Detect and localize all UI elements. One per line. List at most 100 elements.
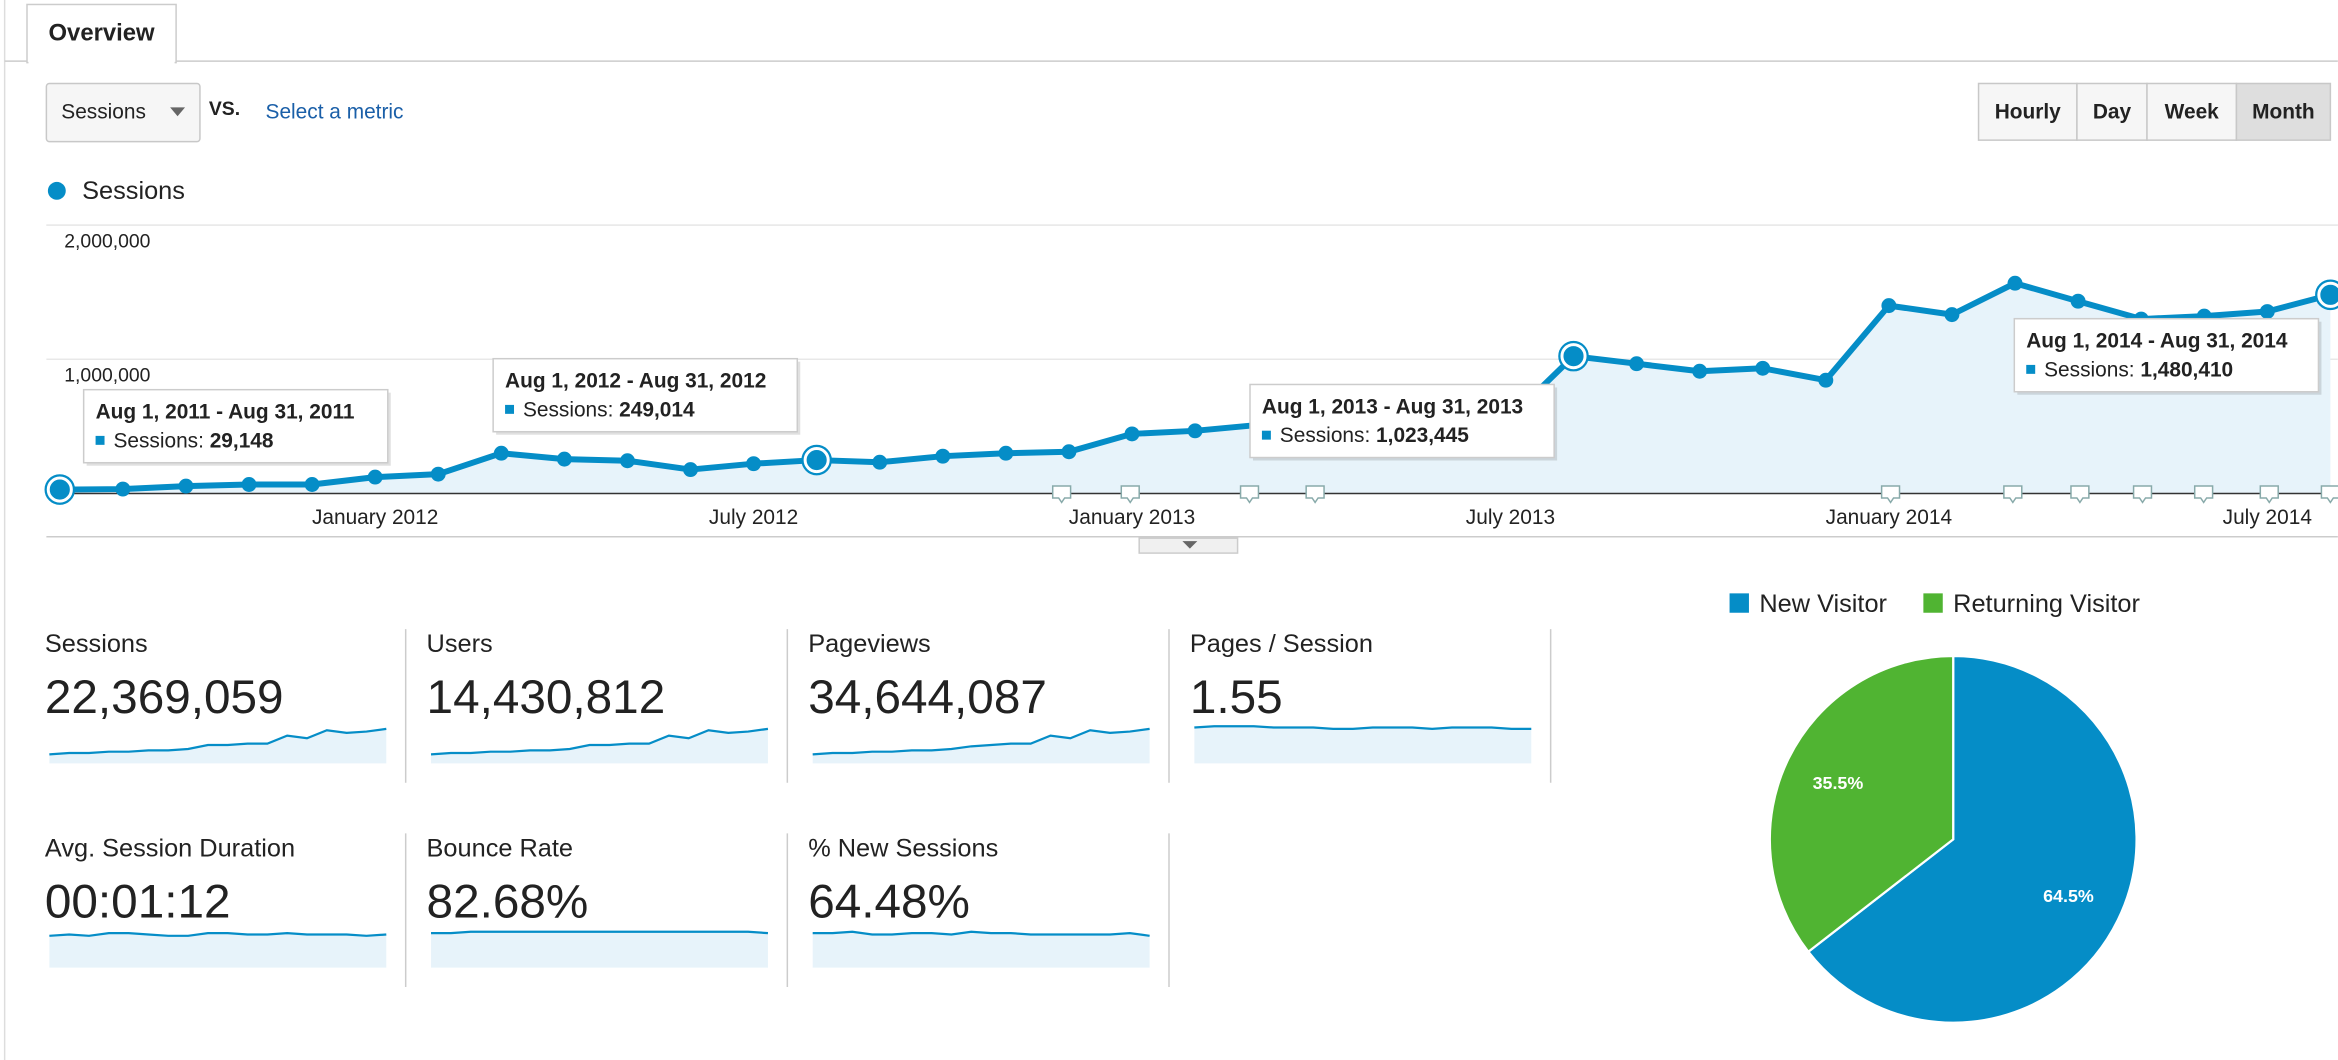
interval-button[interactable] bbox=[2146, 82, 2238, 141]
interval-button[interactable] bbox=[1977, 82, 2078, 141]
data-point bbox=[1061, 444, 1077, 460]
annotation-icon[interactable] bbox=[2132, 485, 2153, 504]
data-point bbox=[1692, 363, 1708, 379]
legend-label: Returning Visitor bbox=[1953, 590, 2140, 618]
data-point bbox=[872, 454, 888, 470]
series-area bbox=[59, 283, 2331, 494]
collapse-arrow bbox=[1182, 541, 1198, 549]
metric-value: 64.48% bbox=[808, 875, 970, 928]
y-tick-label: 1,000,000 bbox=[64, 365, 150, 387]
tooltip-value: 249,014 bbox=[619, 398, 695, 421]
sparkline-area bbox=[49, 933, 387, 968]
interval-button-label[interactable]: Month bbox=[2252, 100, 2315, 123]
tooltip-line: Sessions: 249,014 bbox=[523, 398, 695, 421]
data-point bbox=[935, 448, 951, 464]
interval-buttons: Hourly Day Week Month bbox=[1977, 82, 2332, 141]
tooltip-marker bbox=[505, 404, 515, 414]
sparkline-area bbox=[1194, 726, 1532, 764]
sparkline bbox=[430, 727, 769, 756]
highlighted-point bbox=[2316, 281, 2338, 309]
sparkline-area bbox=[812, 931, 1150, 968]
highlighted-point bbox=[46, 475, 74, 504]
metric-value: 14,430,812 bbox=[427, 671, 666, 724]
interval-button[interactable] bbox=[2235, 82, 2332, 141]
annotation-icon[interactable] bbox=[1120, 485, 1140, 504]
tooltip bbox=[1249, 383, 1555, 459]
sparkline bbox=[49, 727, 387, 756]
annotation-icon[interactable] bbox=[2193, 485, 2214, 504]
interval-button-label[interactable]: Week bbox=[2165, 100, 2220, 123]
pie-slice bbox=[1768, 654, 1955, 954]
data-point bbox=[178, 478, 194, 494]
data-point bbox=[683, 462, 698, 478]
legend-label: New Visitor bbox=[1759, 590, 1887, 618]
data-point bbox=[430, 466, 446, 482]
interval-button-label[interactable]: Hourly bbox=[1995, 100, 2061, 123]
annotation-icon[interactable] bbox=[1239, 485, 1260, 504]
metric-value: 1.55 bbox=[1190, 671, 1283, 724]
interval-button-label[interactable]: Day bbox=[2093, 100, 2132, 123]
tab-gap bbox=[28, 59, 175, 65]
sparkline-area bbox=[431, 931, 768, 968]
tab-label[interactable]: Overview bbox=[49, 19, 155, 46]
annotation-icon[interactable] bbox=[2259, 485, 2279, 504]
sparkline bbox=[49, 932, 387, 937]
highlighted-point bbox=[1559, 342, 1588, 370]
tab[interactable] bbox=[26, 3, 177, 64]
interval-button[interactable] bbox=[2076, 82, 2148, 141]
data-point bbox=[493, 445, 509, 461]
tooltip-metric: Sessions: bbox=[113, 429, 203, 452]
tooltip-line: Sessions: 29,148 bbox=[113, 429, 273, 452]
tooltip-value: 29,148 bbox=[210, 429, 274, 452]
data-point bbox=[1124, 426, 1140, 442]
x-tick-label: January 2012 bbox=[312, 506, 438, 529]
vs-label: VS. bbox=[209, 98, 240, 120]
annotation-icon[interactable] bbox=[2070, 485, 2090, 504]
data-point bbox=[241, 477, 257, 492]
tooltip-value: 1,023,445 bbox=[1376, 424, 1469, 447]
data-point bbox=[556, 451, 572, 467]
metric-value: 00:01:12 bbox=[45, 875, 231, 928]
data-point bbox=[2007, 275, 2023, 291]
data-point bbox=[1629, 356, 1645, 372]
x-tick-label: January 2014 bbox=[1826, 506, 1952, 529]
annotation-icon[interactable] bbox=[1880, 485, 1901, 504]
metric-name: % New Sessions bbox=[808, 834, 998, 862]
sparkline bbox=[431, 930, 769, 935]
tooltip-title: Aug 1, 2014 - Aug 31, 2014 bbox=[2026, 330, 2288, 353]
x-tick-label: July 2014 bbox=[2223, 506, 2312, 529]
annotation-icon[interactable] bbox=[2003, 485, 2023, 504]
tooltip-title: Aug 1, 2012 - Aug 31, 2012 bbox=[505, 370, 766, 393]
tooltip-title: Aug 1, 2011 - Aug 31, 2011 bbox=[96, 401, 355, 424]
highlight-ring bbox=[1558, 340, 1589, 372]
metric-dropdown-label[interactable]: Sessions bbox=[61, 100, 146, 123]
metric-name: Avg. Session Duration bbox=[45, 834, 295, 862]
annotation-icon[interactable] bbox=[2320, 485, 2338, 504]
data-point bbox=[304, 477, 320, 492]
metric-dropdown[interactable] bbox=[45, 82, 201, 143]
legend-label: Sessions bbox=[82, 177, 185, 205]
data-point bbox=[1944, 307, 1960, 323]
data-point bbox=[998, 445, 1014, 461]
tooltip-marker bbox=[1261, 430, 1271, 440]
annotation-icon[interactable] bbox=[1305, 485, 1325, 504]
legend-marker bbox=[47, 181, 66, 200]
metric-name: Users bbox=[427, 630, 493, 658]
pie-label: 35.5% bbox=[1813, 773, 1864, 793]
tooltip-metric: Sessions: bbox=[523, 398, 613, 421]
sparkline bbox=[812, 930, 1150, 937]
tooltip bbox=[492, 357, 799, 433]
sparkline bbox=[812, 727, 1150, 756]
select-metric-link[interactable]: Select a metric bbox=[266, 100, 404, 123]
data-point bbox=[115, 481, 131, 497]
annotation-icon[interactable] bbox=[1051, 485, 1072, 504]
tooltip bbox=[2013, 317, 2320, 393]
tooltip-line: Sessions: 1,023,445 bbox=[1280, 424, 1469, 447]
y-tick-label: 2,000,000 bbox=[64, 231, 150, 253]
tooltip-title: Aug 1, 2013 - Aug 31, 2013 bbox=[1262, 395, 1523, 418]
data-point bbox=[746, 456, 762, 472]
metric-name: Pageviews bbox=[808, 630, 931, 658]
data-point bbox=[1881, 298, 1897, 314]
tooltip-value: 1,480,410 bbox=[2140, 358, 2233, 381]
